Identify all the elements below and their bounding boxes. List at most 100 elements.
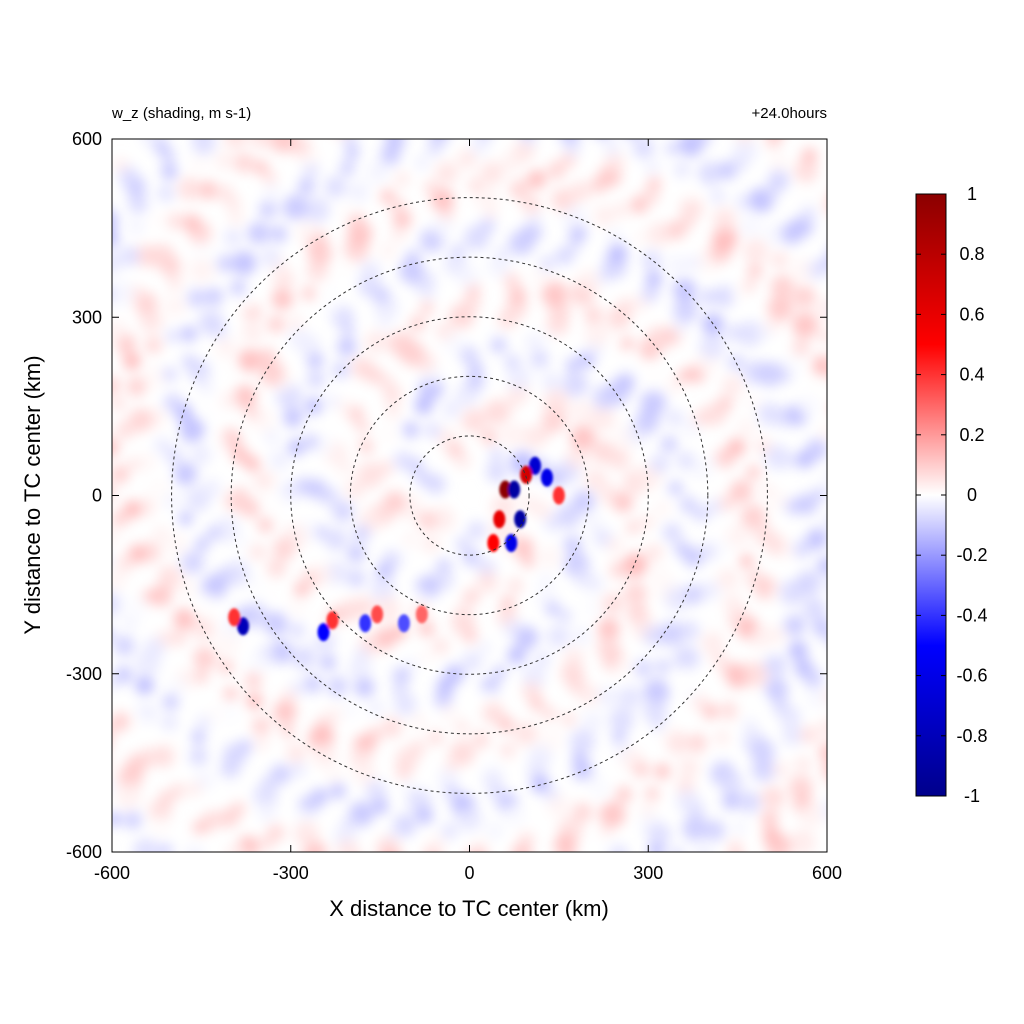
background-cell bbox=[566, 858, 588, 880]
background-cell bbox=[264, 493, 289, 517]
background-cell bbox=[228, 210, 244, 226]
background-cell bbox=[749, 739, 775, 765]
background-cell bbox=[678, 139, 704, 157]
background-cell bbox=[699, 333, 725, 360]
background-cell bbox=[644, 115, 658, 129]
background-cell bbox=[513, 721, 538, 746]
background-cell bbox=[791, 258, 816, 283]
background-cell bbox=[169, 628, 188, 647]
background-cell bbox=[674, 162, 690, 178]
background-cell bbox=[112, 372, 113, 374]
background-cell bbox=[748, 625, 773, 650]
background-cell bbox=[410, 713, 427, 730]
background-cell bbox=[158, 843, 173, 852]
background-cell bbox=[257, 802, 278, 823]
chart-title: w_z (shading, m s-1) bbox=[111, 105, 251, 122]
background-cell bbox=[117, 554, 135, 573]
background-cell bbox=[430, 506, 455, 532]
background-cell bbox=[193, 646, 216, 670]
heatmap-cell bbox=[397, 614, 410, 633]
background-cell bbox=[331, 119, 350, 138]
background-cell bbox=[504, 353, 521, 371]
background-cell bbox=[703, 819, 726, 842]
background-cell bbox=[792, 338, 811, 357]
background-cell bbox=[352, 524, 371, 543]
background-cell bbox=[194, 536, 210, 552]
heatmap-cell bbox=[520, 465, 533, 484]
y-tick-label: 600 bbox=[72, 129, 102, 149]
background-cell bbox=[760, 810, 779, 829]
background-cell bbox=[643, 699, 667, 723]
background-cell bbox=[92, 420, 107, 435]
background-cell bbox=[162, 693, 179, 710]
background-cell bbox=[353, 762, 377, 785]
background-cell bbox=[764, 654, 787, 678]
background-cell bbox=[654, 763, 671, 780]
background-cell bbox=[164, 532, 188, 557]
background-cell bbox=[241, 321, 264, 344]
background-cell bbox=[253, 783, 278, 808]
background-cell bbox=[424, 421, 442, 439]
background-cell bbox=[823, 195, 827, 213]
background-cell bbox=[764, 677, 789, 702]
background-cell bbox=[461, 408, 487, 434]
background-cell bbox=[686, 861, 709, 884]
range-rings bbox=[171, 197, 768, 794]
background-cell bbox=[112, 287, 115, 301]
background-cell bbox=[223, 859, 237, 873]
background-cell bbox=[738, 791, 761, 814]
background-cell bbox=[383, 118, 402, 137]
background-cell bbox=[680, 182, 700, 201]
background-cell bbox=[304, 841, 327, 852]
background-cell bbox=[489, 447, 505, 463]
background-cell bbox=[508, 286, 527, 305]
background-cell bbox=[556, 503, 581, 529]
background-cell bbox=[640, 389, 667, 416]
background-cell bbox=[186, 288, 207, 308]
background-cell bbox=[521, 553, 536, 569]
background-cell bbox=[694, 139, 712, 146]
background-cell bbox=[112, 629, 114, 640]
background-cell bbox=[249, 139, 275, 149]
background-cell bbox=[561, 712, 576, 727]
background-cell bbox=[112, 526, 119, 547]
background-cell bbox=[722, 792, 740, 810]
background-cell bbox=[400, 778, 416, 794]
background-cell bbox=[112, 783, 113, 791]
colorbar-tick-label: 0.4 bbox=[959, 365, 984, 385]
background-cell bbox=[586, 575, 604, 593]
background-cell bbox=[616, 297, 636, 317]
background-cell bbox=[264, 429, 280, 444]
background-cell bbox=[645, 544, 663, 562]
y-tick-label: 300 bbox=[72, 307, 102, 327]
x-axis-label: X distance to TC center (km) bbox=[329, 896, 609, 921]
background-cell bbox=[540, 705, 557, 722]
background-cell bbox=[567, 238, 582, 253]
background-cell bbox=[538, 545, 562, 569]
background-cell bbox=[576, 269, 602, 294]
background-cell bbox=[179, 417, 206, 443]
background-cell bbox=[784, 454, 799, 469]
range-ring bbox=[230, 256, 709, 735]
background-cell bbox=[287, 314, 304, 331]
heatmap-plot-area bbox=[85, 115, 827, 884]
background-cell bbox=[476, 570, 499, 593]
background-cell bbox=[232, 446, 250, 464]
background-cell bbox=[346, 857, 368, 879]
y-tick-label: -300 bbox=[66, 664, 102, 684]
background-cell bbox=[257, 517, 274, 533]
background-cell bbox=[280, 723, 295, 738]
background-cell bbox=[190, 445, 211, 466]
background-cell bbox=[609, 844, 629, 852]
background-cell bbox=[793, 539, 812, 559]
background-cell bbox=[632, 139, 655, 159]
background-cell bbox=[648, 843, 665, 852]
background-cell bbox=[798, 802, 824, 829]
background-cell bbox=[623, 552, 648, 578]
background-cell bbox=[591, 780, 612, 801]
background-cell bbox=[272, 537, 296, 561]
background-cell bbox=[85, 584, 100, 599]
background-cell bbox=[125, 594, 150, 620]
background-cell bbox=[646, 822, 672, 848]
background-cell bbox=[161, 163, 178, 181]
